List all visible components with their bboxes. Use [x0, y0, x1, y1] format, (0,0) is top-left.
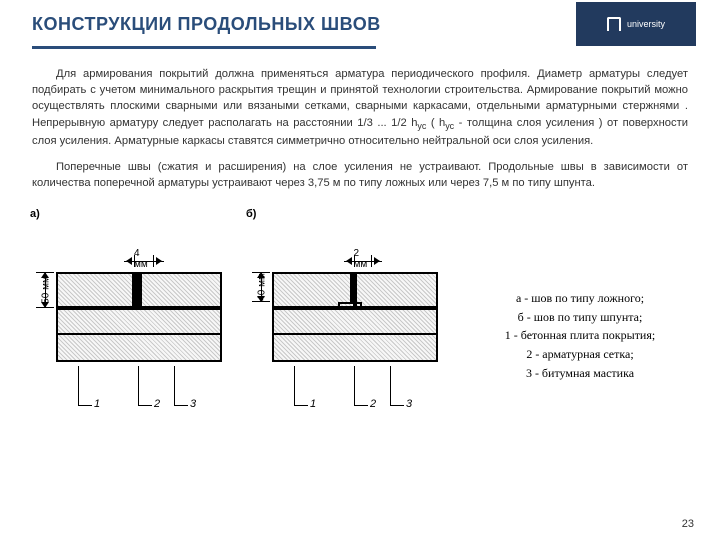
- page-number: 23: [682, 518, 694, 530]
- diagram-b-vdim: 40 мм: [252, 272, 270, 302]
- page-title: КОНСТРУКЦИИ ПРОДОЛЬНЫХ ШВОВ: [32, 14, 381, 35]
- diagram-a-hdim: 4 мм: [124, 252, 164, 270]
- figure-legend: а - шов по типу ложного; б - шов по типу…: [460, 208, 696, 406]
- paragraph-2: Поперечные швы (сжатия и расширения) на …: [32, 159, 688, 191]
- diagram-a-rebar: [58, 333, 220, 335]
- diagram-b-hdim: 2 мм: [344, 252, 382, 270]
- paragraph-1: Для армирования покрытий должна применят…: [32, 66, 688, 149]
- diagram-a-label: а): [30, 208, 40, 220]
- title-underline: [32, 46, 376, 49]
- legend-line-3: 3 - битумная мастика: [464, 364, 696, 383]
- legend-line-2: 2 - арматурная сетка;: [464, 345, 696, 364]
- diagram-a-leaders: 1 2 3: [56, 362, 222, 406]
- diagram-b-joint: [350, 272, 356, 302]
- university-icon: [607, 17, 621, 31]
- diagram-a: а) 50 мм 4 мм 1 2 3: [28, 208, 226, 406]
- diagram-a-slab-bottom: [56, 308, 222, 362]
- diagram-b: б) 40 мм 2 мм 1 2 3: [244, 208, 442, 406]
- diagram-b-rebar: [274, 333, 436, 335]
- diagram-a-vdim: 50 мм: [36, 272, 54, 308]
- diagram-b-leaders: 1 2 3: [272, 362, 438, 406]
- university-logo: university: [576, 2, 696, 46]
- diagram-a-joint: [132, 272, 142, 308]
- legend-line-b: б - шов по типу шпунта;: [464, 308, 696, 327]
- body-text: Для армирования покрытий должна применят…: [0, 48, 720, 192]
- legend-line-a: а - шов по типу ложного;: [464, 289, 696, 308]
- figures-row: а) 50 мм 4 мм 1 2 3 б): [0, 202, 720, 406]
- legend-line-1: 1 - бетонная плита покрытия;: [464, 326, 696, 345]
- diagram-b-slab-bottom: [272, 308, 438, 362]
- diagram-b-label: б): [246, 208, 256, 220]
- logo-text: university: [627, 19, 665, 29]
